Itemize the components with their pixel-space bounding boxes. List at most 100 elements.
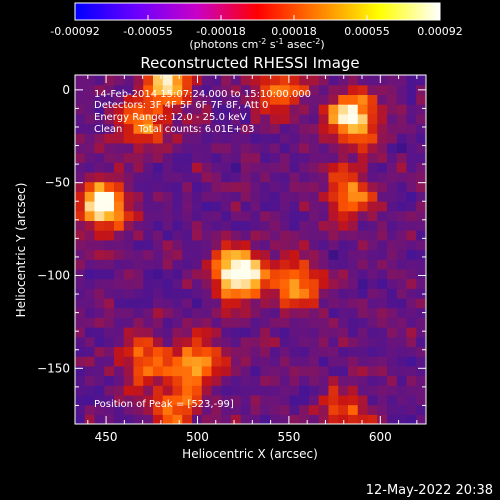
heatmap-cell	[416, 230, 426, 241]
heatmap-cell	[143, 317, 154, 328]
heatmap-cell	[299, 249, 310, 260]
heatmap-cell	[387, 297, 398, 309]
heatmap-cell	[396, 220, 408, 231]
heatmap-cell	[84, 104, 96, 115]
heatmap-cell	[250, 365, 261, 377]
heatmap-cell	[250, 297, 261, 309]
heatmap-cell	[84, 404, 96, 415]
heatmap-cell	[201, 181, 213, 192]
heatmap-cell	[299, 171, 310, 183]
heatmap-cell	[162, 288, 174, 299]
heatmap-cell	[270, 297, 281, 309]
heatmap-cell	[104, 94, 115, 105]
heatmap-cell	[328, 152, 339, 163]
heatmap-cell	[201, 414, 213, 424]
axes: 450 500 550 600 0 −50 −100 −150	[37, 75, 426, 444]
heatmap-cell	[406, 394, 417, 406]
heatmap-cell	[162, 104, 174, 115]
heatmap-cell	[172, 220, 183, 231]
heatmap-cell	[406, 75, 417, 86]
heatmap-cell	[75, 75, 86, 86]
heatmap-cell	[270, 133, 281, 144]
heatmap-cell	[221, 259, 232, 270]
heatmap-cell	[250, 220, 261, 231]
heatmap-cell	[338, 336, 349, 348]
heatmap-cell	[260, 414, 271, 424]
heatmap-cell	[377, 104, 388, 115]
heatmap-cell	[240, 220, 252, 231]
heatmap-cell	[250, 75, 261, 86]
heatmap-cell	[328, 259, 339, 270]
heatmap-cell	[133, 220, 144, 231]
heatmap-cell	[192, 181, 203, 192]
heatmap-cell	[387, 210, 398, 222]
heatmap-cell	[133, 142, 144, 154]
heatmap-cell	[123, 230, 135, 241]
heatmap-cell	[182, 404, 193, 415]
heatmap-cell	[240, 278, 252, 289]
heatmap-cell	[153, 84, 164, 95]
heatmap-cell	[231, 346, 242, 357]
heatmap-cell	[240, 239, 252, 251]
heatmap-cell	[260, 191, 271, 202]
heatmap-cell	[104, 385, 115, 396]
heatmap-cell	[328, 327, 339, 338]
heatmap-cell	[84, 375, 96, 386]
heatmap-cell	[75, 162, 86, 173]
heatmap-cell	[162, 201, 174, 212]
heatmap-cell	[162, 278, 174, 289]
heatmap-cell	[231, 123, 242, 134]
heatmap-cell	[328, 268, 339, 280]
heatmap-cell	[387, 317, 398, 328]
heatmap-cell	[416, 404, 426, 415]
heatmap-cell	[143, 162, 154, 173]
heatmap-cell	[357, 94, 369, 105]
heatmap-cell	[279, 414, 291, 424]
heatmap-cell	[318, 327, 330, 338]
heatmap-cell	[123, 404, 135, 415]
heatmap-cell	[94, 210, 105, 222]
heatmap-cell	[94, 142, 105, 154]
heatmap-cell	[172, 142, 183, 154]
heatmap-cell	[114, 278, 125, 289]
heatmap-cell	[221, 327, 232, 338]
heatmap-cell	[221, 171, 232, 183]
heatmap-cell	[114, 317, 125, 328]
heatmap-cell	[75, 259, 86, 270]
heatmap-cell	[387, 171, 398, 183]
heatmap-cell	[153, 385, 164, 396]
heatmap-cell	[162, 375, 174, 386]
colorbar-tick-label: -0.00018	[196, 25, 245, 38]
heatmap-cell	[250, 404, 261, 415]
heatmap-cell	[104, 210, 115, 222]
heatmap-cell	[338, 152, 349, 163]
heatmap-cell	[387, 133, 398, 144]
heatmap-cell	[211, 336, 222, 348]
heatmap-cell	[201, 84, 213, 95]
heatmap-cell	[143, 133, 154, 144]
heatmap-cell	[201, 191, 213, 202]
heatmap-cell	[153, 404, 164, 415]
heatmap-cell	[289, 327, 300, 338]
annotation-peak-position: Position of Peak = [523,-99]	[94, 399, 234, 410]
heatmap-cell	[231, 385, 242, 396]
heatmap-cell	[84, 113, 96, 125]
heatmap-cell	[260, 317, 271, 328]
heatmap-cell	[153, 75, 164, 86]
heatmap-cell	[279, 123, 291, 134]
heatmap-cell	[309, 220, 320, 231]
heatmap-cell	[299, 317, 310, 328]
heatmap-cell	[279, 365, 291, 377]
heatmap-cell	[377, 249, 388, 260]
heatmap-cell	[143, 113, 154, 125]
heatmap-cell	[240, 259, 252, 270]
heatmap-cell	[114, 375, 125, 386]
heatmap-cell	[172, 268, 183, 280]
heatmap-cell	[231, 239, 242, 251]
heatmap-cell	[270, 162, 281, 173]
heatmap-cell	[260, 220, 271, 231]
heatmap-cell	[406, 162, 417, 173]
heatmap-cell	[94, 307, 105, 318]
heatmap-cell	[338, 133, 349, 144]
heatmap-cell	[192, 104, 203, 115]
